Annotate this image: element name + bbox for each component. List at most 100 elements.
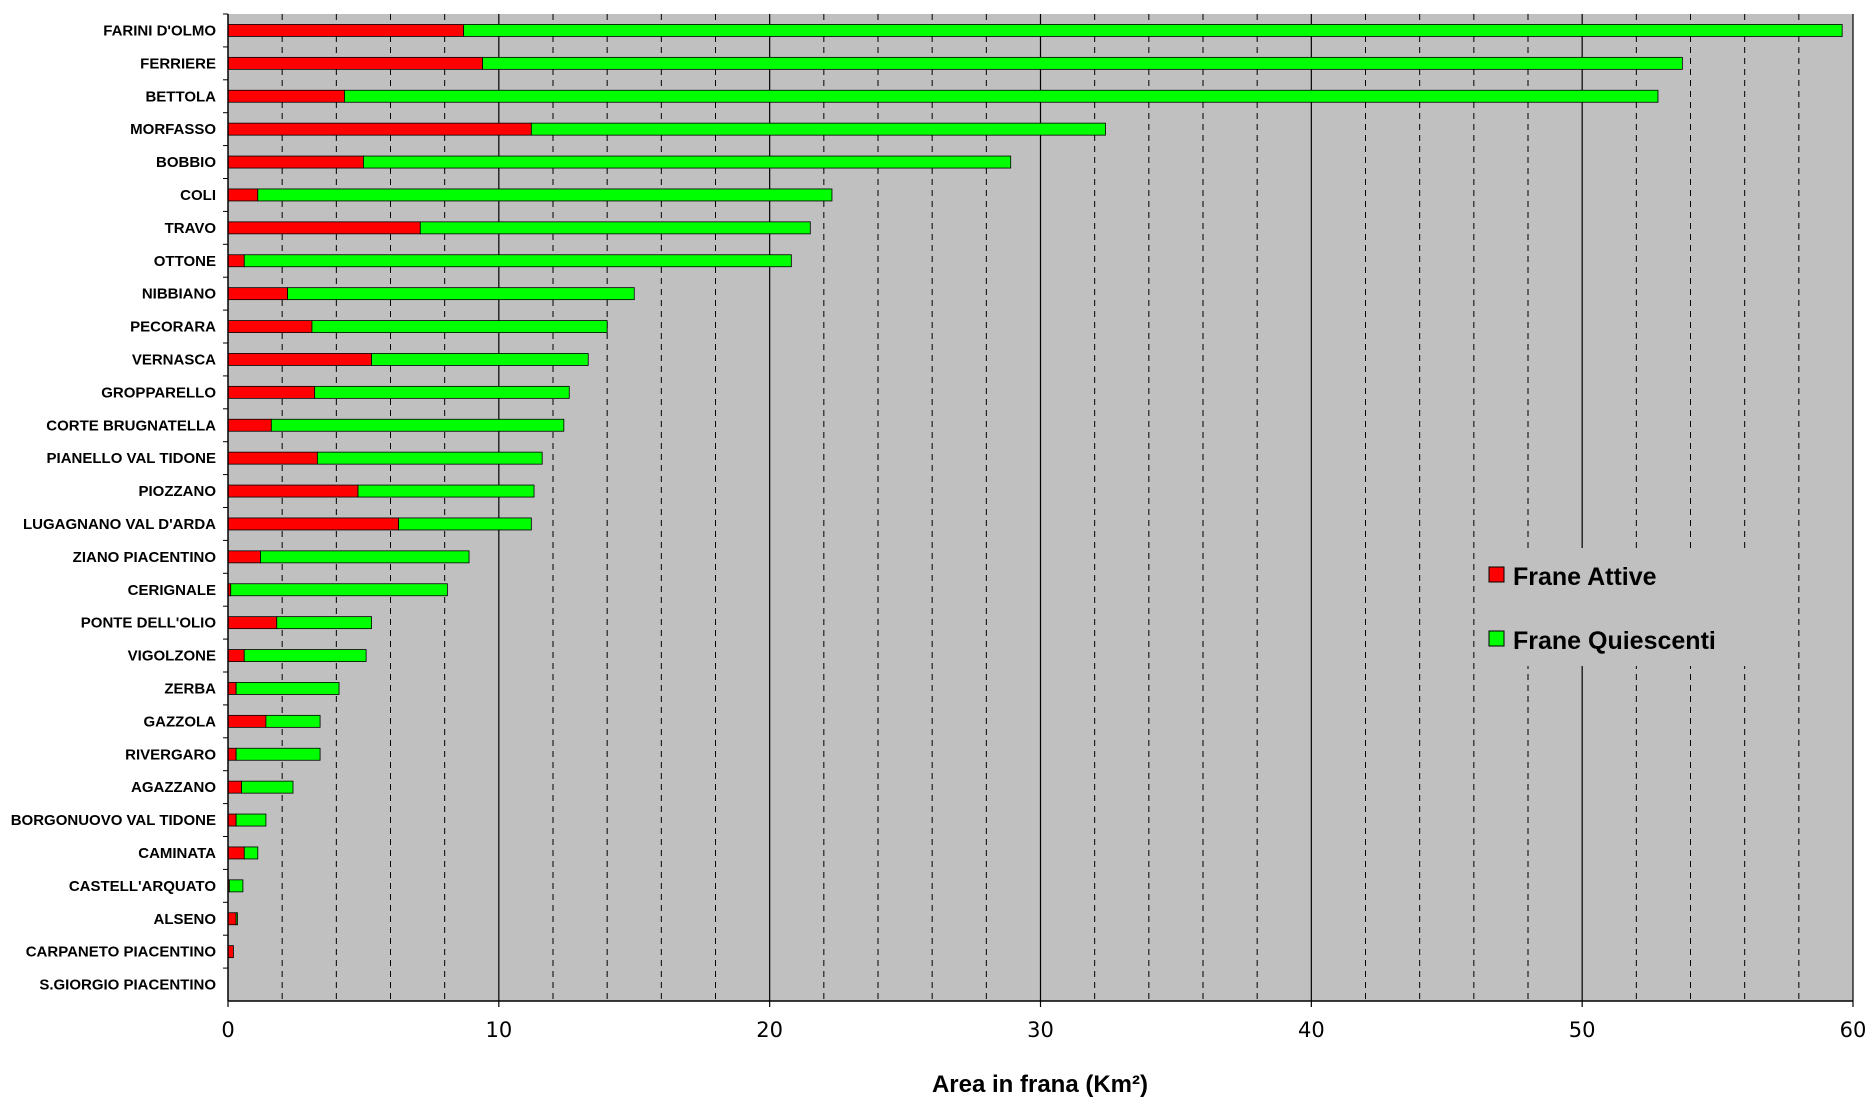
category-label: BORGONUOVO VAL TIDONE [11, 812, 216, 829]
bar-frane-attive [227, 682, 237, 695]
category-label: CASTELL'ARQUATO [69, 878, 217, 895]
grid-lines [281, 14, 1854, 1001]
bar-frane-quiescenti [260, 550, 470, 564]
bar-frane-quiescenti [419, 221, 811, 235]
bar-frane-attive [227, 24, 465, 37]
bar-frane-quiescenti [314, 385, 570, 399]
bar-frane-quiescenti [235, 813, 267, 827]
category-label: COLI [180, 187, 216, 204]
bars [227, 24, 1843, 959]
bar-frane-attive [227, 451, 318, 465]
bar-frane-attive [227, 56, 483, 70]
bar-frane-attive [227, 89, 345, 103]
category-label: CARPANETO PIACENTINO [26, 944, 217, 961]
x-tick-label: 60 [1840, 1018, 1867, 1042]
bar-frane-attive [227, 813, 237, 827]
category-label: AGAZZANO [131, 779, 216, 796]
category-label: FERRIERE [140, 55, 216, 72]
bar-frane-attive [227, 780, 242, 794]
bar-frane-attive [227, 747, 237, 761]
category-label: ZERBA [164, 680, 216, 697]
category-label: MORFASSO [130, 121, 216, 138]
bar-frane-attive [227, 353, 372, 366]
bar-frane-quiescenti [243, 846, 259, 860]
bar-frane-quiescenti [235, 747, 321, 761]
bar-frane-quiescenti [357, 484, 535, 498]
bar-frane-quiescenti [276, 616, 372, 630]
category-label: CORTE BRUGNATELLA [46, 417, 216, 434]
category-labels: FARINI D'OLMO FERRIERE BETTOLA MORFASSO BOBB… [11, 13, 228, 994]
category-label: VIGOLZONE [128, 648, 216, 665]
category-label: ALSENO [153, 911, 216, 928]
category-label: GROPPARELLO [101, 384, 216, 401]
bar-frane-attive [227, 385, 316, 399]
legend-label-attive: Frane Attive [1513, 563, 1657, 591]
category-label: GAZZOLA [144, 713, 217, 730]
bar-frane-attive [227, 155, 364, 169]
bar-frane-attive [227, 188, 259, 202]
legend: Frane Attive Frane Quiescenti [1478, 548, 1758, 666]
bar-frane-quiescenti [530, 122, 1106, 136]
category-label: PIOZZANO [139, 483, 217, 500]
x-tick-labels: 0 10 20 30 40 50 60 [221, 1001, 1866, 1042]
bar-frane-quiescenti [235, 912, 238, 926]
bar-frane-quiescenti [228, 879, 244, 893]
x-tick-label: 30 [1027, 1018, 1054, 1042]
category-label: BETTOLA [145, 88, 216, 105]
x-tick-label: 10 [485, 1018, 512, 1042]
bar-frane-attive [227, 912, 237, 926]
legend-swatch-quiescenti [1488, 630, 1505, 647]
bar-frane-attive [227, 714, 267, 728]
bar-frane-quiescenti [230, 583, 448, 597]
bar-frane-quiescenti [270, 418, 565, 432]
bar-frane-quiescenti [257, 188, 833, 202]
bar-frane-attive [227, 418, 272, 432]
bar-frane-quiescenti [243, 649, 367, 662]
bar-frane-attive [227, 484, 359, 498]
bar-frane-quiescenti [235, 682, 340, 695]
category-label: PIANELLO VAL TIDONE [47, 450, 216, 467]
category-label: NIBBIANO [142, 286, 216, 303]
bar-frane-quiescenti [463, 24, 1843, 37]
x-tick-label: 50 [1569, 1018, 1596, 1042]
category-label: CAMINATA [138, 845, 216, 862]
category-label: BOBBIO [156, 154, 216, 171]
category-label: LUGAGNANO VAL D'ARDA [23, 516, 216, 533]
bar-frane-attive [227, 254, 245, 268]
bar-frane-quiescenti [311, 320, 608, 333]
category-label: S.GIORGIO PIACENTINO [39, 977, 216, 994]
bar-frane-quiescenti [482, 56, 1683, 70]
x-tick-label: 40 [1298, 1018, 1325, 1042]
category-label: FARINI D'OLMO [103, 22, 216, 39]
legend-box [1478, 548, 1758, 666]
bar-frane-quiescenti [265, 714, 321, 728]
category-label: TRAVO [165, 220, 217, 237]
category-label: PECORARA [130, 319, 216, 336]
bar-frane-attive [227, 517, 400, 531]
legend-swatch-attive [1488, 566, 1505, 583]
category-label: OTTONE [154, 253, 216, 270]
bar-frane-quiescenti [344, 89, 1659, 103]
bar-frane-quiescenti [398, 517, 532, 531]
bar-frane-attive [227, 320, 313, 333]
category-label: RIVERGARO [125, 746, 216, 763]
bar-frane-quiescenti [287, 287, 635, 301]
bar-frane-attive [227, 122, 532, 136]
bar-frane-attive [227, 945, 234, 959]
bar-frane-attive [227, 287, 288, 301]
bar-frane-quiescenti [241, 780, 294, 794]
bar-frane-attive [227, 616, 278, 630]
category-label: VERNASCA [132, 351, 216, 368]
bar-frane-quiescenti [243, 254, 792, 268]
x-axis-title: Area in frana (Km²) [932, 1071, 1148, 1098]
bar-frane-quiescenti [363, 155, 1012, 169]
category-label: PONTE DELL'OLIO [81, 615, 217, 632]
bar-frane-attive [227, 550, 261, 564]
bar-frane-quiescenti [371, 353, 589, 366]
bar-frane-attive [227, 221, 421, 235]
bar-frane-quiescenti [316, 451, 543, 465]
legend-label-quiescenti: Frane Quiescenti [1513, 627, 1716, 655]
x-tick-label: 0 [221, 1018, 234, 1042]
bar-frane-attive [227, 846, 245, 860]
